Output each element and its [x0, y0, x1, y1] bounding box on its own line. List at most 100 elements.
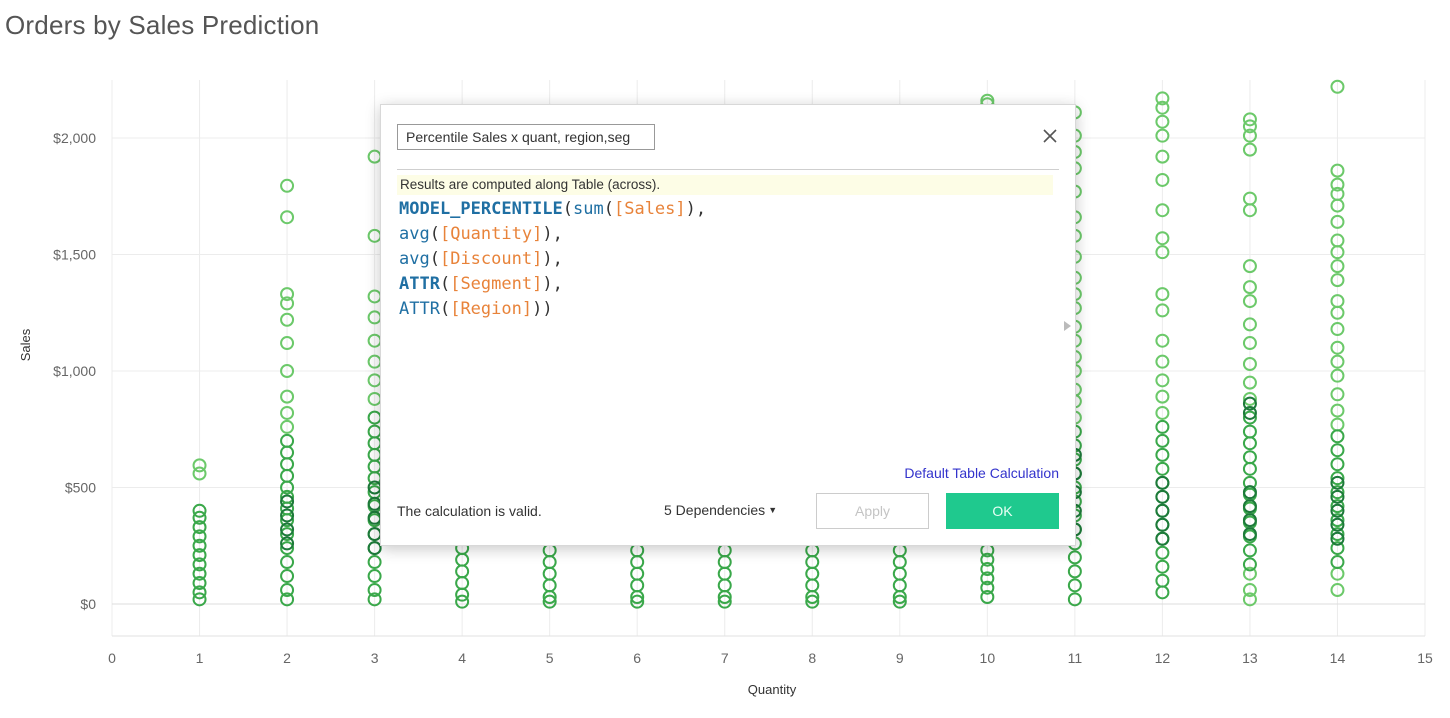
scatter-point [192, 520, 207, 535]
chart-points [192, 79, 1345, 609]
scatter-point [1330, 79, 1345, 94]
formula-field: [Segment] [450, 274, 543, 294]
scatter-point [892, 590, 907, 605]
x-tick-label: 13 [1242, 650, 1258, 666]
scatter-point [1067, 592, 1082, 607]
y-tick-label: $2,000 [53, 130, 96, 146]
formula-punct: ( [439, 299, 451, 319]
scatter-point [1155, 503, 1170, 518]
ok-button[interactable]: OK [946, 493, 1059, 529]
scatter-point [192, 548, 207, 563]
x-tick-label: 4 [458, 650, 466, 666]
scatter-point [280, 364, 295, 378]
formula-field: [Discount] [439, 249, 543, 269]
scatter-point [367, 569, 382, 584]
dialog-divider [397, 169, 1059, 170]
scatter-point [1242, 375, 1257, 390]
formula-editor[interactable]: MODEL_PERCENTILE(sum([Sales]), avg([Quan… [399, 197, 1039, 322]
scatter-point [1242, 112, 1257, 127]
x-tick-label: 2 [283, 650, 291, 666]
formula-function: ATTR [399, 299, 440, 319]
scatter-point [192, 585, 207, 600]
scatter-point [980, 552, 995, 567]
scatter-point [1155, 559, 1170, 574]
formula-field: [Quantity] [439, 224, 543, 244]
scatter-point [280, 508, 295, 523]
results-note: Results are computed along Table (across… [397, 175, 1053, 195]
scatter-point [1155, 531, 1170, 546]
formula-function: sum [573, 199, 604, 219]
scatter-point [892, 594, 907, 609]
scatter-point [1330, 387, 1345, 402]
scatter-point [280, 312, 295, 327]
scatter-point [1155, 287, 1170, 302]
caret-down-icon: ▼ [768, 505, 778, 515]
scatter-point [1155, 517, 1170, 532]
scatter-point [280, 480, 295, 495]
scatter-point [280, 522, 295, 537]
scatter-point [980, 590, 995, 605]
x-tick-label: 9 [896, 650, 904, 666]
scatter-point [1155, 245, 1170, 260]
scatter-point [1155, 172, 1170, 187]
scatter-point [1242, 499, 1257, 514]
scatter-point [1330, 513, 1345, 528]
scatter-point [455, 594, 470, 609]
scatter-point [1330, 368, 1345, 383]
scatter-point [1330, 489, 1345, 504]
scatter-point [1330, 198, 1345, 213]
scatter-point [1155, 585, 1170, 600]
apply-button[interactable]: Apply [816, 493, 929, 529]
scatter-point [1330, 429, 1345, 444]
scatter-point [1242, 557, 1257, 572]
scatter-point [630, 594, 645, 609]
scatter-point [1242, 336, 1257, 351]
formula-punct: ( [439, 274, 451, 294]
x-tick-label: 7 [721, 650, 729, 666]
calculation-name-input[interactable] [397, 124, 655, 150]
scatter-point [280, 513, 295, 528]
calculation-editor-dialog: Results are computed along Table (across… [380, 104, 1076, 546]
scatter-point [1330, 443, 1345, 458]
default-table-calculation-link[interactable]: Default Table Calculation [904, 465, 1059, 481]
scatter-point [1155, 354, 1170, 369]
validation-status: The calculation is valid. [397, 503, 542, 519]
scatter-point [1330, 305, 1345, 320]
expand-panel-arrow-icon[interactable] [1064, 321, 1071, 331]
scatter-point [280, 336, 295, 351]
scatter-point [1155, 461, 1170, 476]
scatter-point [717, 594, 732, 609]
scatter-point [717, 590, 732, 605]
scatter-point [542, 594, 557, 609]
x-tick-label: 8 [808, 650, 816, 666]
scatter-point [192, 557, 207, 572]
scatter-point [1242, 280, 1257, 295]
page-title: Orders by Sales Prediction [5, 10, 320, 40]
scatter-point [1330, 471, 1345, 486]
scatter-point [1155, 545, 1170, 560]
x-tick-label: 6 [633, 650, 641, 666]
scatter-point [1242, 391, 1257, 406]
scatter-point [1330, 322, 1345, 337]
scatter-point [1155, 405, 1170, 420]
scatter-point [192, 538, 207, 553]
scatter-point [1330, 340, 1345, 355]
x-axis-title: Quantity [748, 682, 797, 697]
formula-field: [Sales] [613, 199, 686, 219]
scatter-point [1242, 513, 1257, 528]
scatter-point [1242, 410, 1257, 425]
scatter-point [1242, 119, 1257, 134]
dependencies-dropdown[interactable]: 5 Dependencies ▼ [664, 502, 777, 518]
formula-function: MODEL_PERCENTILE [399, 199, 563, 219]
x-tick-label: 14 [1330, 650, 1346, 666]
close-icon[interactable] [1039, 125, 1061, 147]
scatter-point [1155, 303, 1170, 318]
scatter-point [1330, 354, 1345, 369]
scatter-point [1242, 405, 1257, 420]
scatter-point [630, 590, 645, 605]
formula-punct: ), [542, 224, 563, 244]
scatter-point [1330, 245, 1345, 260]
scatter-point [1242, 566, 1257, 581]
formula-punct: ( [603, 199, 614, 219]
scatter-point [1242, 317, 1257, 332]
